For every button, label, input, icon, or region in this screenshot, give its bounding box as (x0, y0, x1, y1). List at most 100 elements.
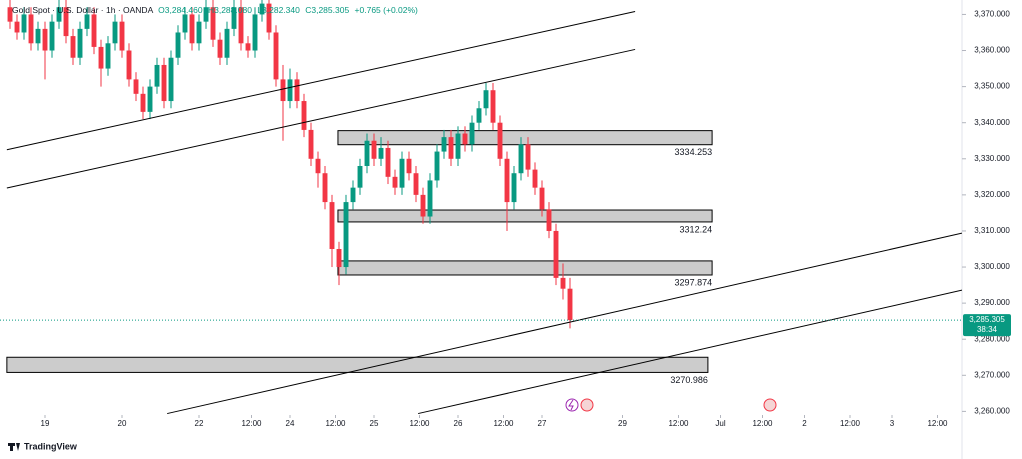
y-tick-label: 3,340.000 (974, 118, 1010, 127)
brand-name: TradingView (24, 441, 78, 451)
zone-label: 3334.253 (675, 147, 713, 157)
ohlc: L3,282.340 (257, 5, 300, 15)
candle-body (105, 43, 111, 69)
y-tick-label: 3,370.000 (974, 10, 1010, 19)
candle-body (35, 28, 41, 44)
y-tick-label: 3,300.000 (974, 262, 1010, 271)
brand-logo (8, 443, 20, 451)
x-tick-label: 12:00 (241, 419, 262, 428)
candle-body (350, 187, 356, 203)
x-tick-label: 12:00 (409, 419, 430, 428)
candle-body (294, 79, 300, 102)
zone-label: 3270.986 (670, 375, 708, 385)
y-tick-label: 3,360.000 (974, 46, 1010, 55)
x-tick-label: 3 (890, 419, 895, 428)
symbol: Gold Spot · U.S. Dollar · 1h · OANDA (12, 5, 154, 15)
candle-body (196, 21, 202, 44)
x-tick-label: Jul (715, 419, 725, 428)
candle-body (357, 166, 363, 188)
trendline (167, 232, 962, 415)
header: Gold Spot · U.S. Dollar · 1h · OANDA O3,… (12, 5, 418, 15)
zone (6, 356, 709, 373)
candle-body (133, 79, 139, 94)
candle-body (7, 7, 13, 22)
candle-body (364, 140, 370, 166)
x-tick-label: 24 (286, 419, 295, 428)
candle-body (126, 50, 132, 80)
candle-body (84, 14, 90, 29)
x-tick-label: 19 (41, 419, 50, 428)
candle-body (280, 79, 286, 102)
candle-body (546, 209, 552, 231)
trendline (6, 11, 636, 151)
x-tick-label: 29 (618, 419, 627, 428)
candle-body (308, 129, 314, 159)
candle-body (49, 21, 55, 51)
candle-body (567, 288, 573, 321)
x-tick-label: 12:00 (927, 419, 948, 428)
ohlc: O3,284.460 (158, 5, 203, 15)
candle-body (217, 39, 223, 58)
candle-body (322, 173, 328, 203)
y-tick-label: 3,260.000 (974, 407, 1010, 416)
candle-body (259, 3, 265, 15)
x-tick-label: 12:00 (752, 419, 773, 428)
candle-body (147, 86, 153, 112)
candle-body (315, 158, 321, 174)
candle-body (427, 180, 433, 217)
event-icon[interactable] (763, 398, 777, 412)
y-tick-label: 3,310.000 (974, 226, 1010, 235)
x-tick-label: 22 (195, 419, 204, 428)
candle-body (539, 187, 545, 210)
event-icon[interactable] (565, 398, 579, 412)
trendline (6, 48, 636, 189)
candle-body (28, 14, 34, 44)
candle-body (98, 46, 104, 69)
candle-body (273, 32, 279, 80)
candle-body (21, 14, 27, 33)
candle-body (77, 28, 83, 58)
candle-body (63, 7, 69, 37)
x-tick-label: 12:00 (493, 419, 514, 428)
candle-body (504, 158, 510, 203)
candle-body (336, 249, 342, 268)
candle-body (329, 202, 335, 249)
candle-body (210, 7, 216, 40)
y-tick-label: 3,290.000 (974, 298, 1010, 307)
candle-body (392, 176, 398, 188)
y-tick-label: 3,270.000 (974, 370, 1010, 379)
candle-body (385, 147, 391, 177)
candle-body (224, 28, 230, 58)
y-tick-label: 3,350.000 (974, 82, 1010, 91)
candle-body (91, 14, 97, 47)
zone (337, 130, 713, 146)
candle-body (483, 90, 489, 109)
candle-body (343, 202, 349, 268)
y-tick-label: 3,330.000 (974, 154, 1010, 163)
candle-body (238, 7, 244, 44)
last-price-label: 3,285.305 (969, 315, 1005, 324)
candle-body (413, 173, 419, 195)
candle-body (476, 108, 482, 123)
candle-body (518, 144, 524, 174)
candle-body (231, 7, 237, 29)
x-tick-label: 12:00 (840, 419, 861, 428)
candle-body (203, 7, 209, 22)
candle-body (168, 57, 174, 102)
zone-label: 3297.874 (675, 277, 713, 287)
ohlc: H3,288.080 (208, 5, 252, 15)
candle-body (560, 277, 566, 289)
candle-body (56, 7, 62, 22)
candle-body (252, 14, 258, 51)
candle-body (14, 21, 20, 33)
candle-body (112, 21, 118, 44)
x-tick-label: 2 (802, 419, 807, 428)
x-tick-label: 12:00 (668, 419, 689, 428)
event-icon[interactable] (580, 398, 594, 412)
candle-body (301, 101, 307, 130)
ohlc: C3,285.305 (305, 5, 349, 15)
candle-body (245, 43, 251, 51)
candle-body (532, 169, 538, 188)
last-price-tag (963, 314, 1011, 337)
